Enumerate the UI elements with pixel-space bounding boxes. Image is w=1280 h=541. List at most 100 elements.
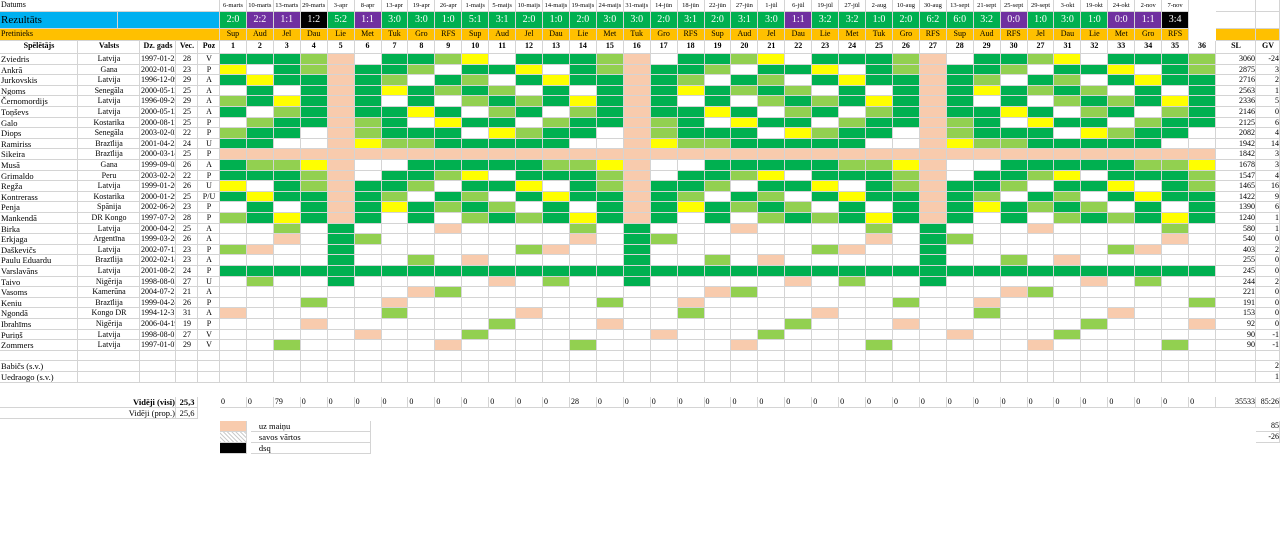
match-date[interactable]: 10-marts	[246, 0, 274, 12]
match-cell[interactable]	[1081, 361, 1109, 372]
match-opponent[interactable]: Sup	[220, 29, 247, 41]
match-cell[interactable]	[1054, 107, 1082, 118]
match-cell[interactable]	[866, 107, 893, 118]
player-born[interactable]: 1994-12-31	[140, 308, 176, 319]
match-cell[interactable]	[704, 96, 732, 107]
match-cell[interactable]	[731, 64, 759, 76]
match-cell[interactable]	[327, 234, 355, 245]
match-opponent[interactable]: Aud	[246, 29, 274, 41]
match-cell[interactable]	[758, 138, 786, 150]
match-cell[interactable]	[758, 64, 786, 76]
player-gv[interactable]: 0	[1256, 319, 1280, 330]
player-gv[interactable]: 2	[1256, 75, 1280, 86]
match-cell[interactable]	[381, 160, 409, 171]
match-cell[interactable]	[300, 85, 328, 97]
player-pos[interactable]: P	[198, 297, 220, 309]
match-cell[interactable]	[543, 308, 570, 319]
match-cell[interactable]	[704, 287, 732, 298]
match-cell[interactable]	[1189, 85, 1216, 97]
match-cell[interactable]	[273, 181, 301, 192]
match-cell[interactable]	[785, 287, 813, 298]
match-date[interactable]: 22-jūn	[704, 0, 732, 12]
match-cell[interactable]	[1162, 96, 1190, 107]
match-cell[interactable]	[462, 117, 490, 129]
match-cell[interactable]	[220, 138, 247, 150]
match-cell[interactable]	[677, 64, 705, 76]
match-cell[interactable]	[381, 138, 409, 150]
match-score[interactable]: 2:2	[246, 12, 274, 29]
match-cell[interactable]	[973, 244, 1001, 256]
match-cell[interactable]	[1108, 75, 1136, 86]
match-cell[interactable]	[435, 117, 463, 129]
match-cell[interactable]	[892, 85, 920, 97]
match-cell[interactable]	[839, 350, 867, 362]
match-cell[interactable]	[866, 191, 893, 203]
match-cell[interactable]	[973, 191, 1001, 203]
match-score[interactable]: 2:0	[650, 12, 678, 29]
match-cell[interactable]	[246, 308, 274, 319]
match-cell[interactable]	[677, 202, 705, 213]
match-cell[interactable]	[1189, 138, 1216, 150]
match-cell[interactable]	[1189, 149, 1216, 160]
match-cell[interactable]	[812, 297, 840, 309]
match-cell[interactable]	[516, 319, 543, 330]
match-cell[interactable]	[650, 117, 678, 129]
match-cell[interactable]	[516, 54, 543, 65]
match-cell[interactable]	[677, 213, 705, 224]
player-pos[interactable]: V	[198, 329, 220, 341]
match-cell[interactable]	[973, 128, 1001, 139]
match-cell[interactable]	[650, 170, 678, 182]
match-cell[interactable]	[812, 287, 840, 298]
match-cell[interactable]	[354, 85, 382, 97]
match-cell[interactable]	[489, 372, 517, 383]
match-cell[interactable]	[1000, 202, 1028, 213]
match-cell[interactable]	[1162, 160, 1190, 171]
player-sl[interactable]	[1216, 361, 1256, 372]
match-cell[interactable]	[516, 287, 543, 298]
match-cell[interactable]	[731, 213, 759, 224]
match-cell[interactable]	[1162, 223, 1190, 235]
match-cell[interactable]	[1162, 266, 1190, 277]
match-cell[interactable]	[273, 191, 301, 203]
match-cell[interactable]	[246, 138, 274, 150]
match-cell[interactable]	[839, 340, 867, 351]
avg-cell[interactable]: 28	[569, 396, 597, 408]
match-cell[interactable]	[892, 361, 920, 372]
match-cell[interactable]	[839, 160, 867, 171]
match-cell[interactable]	[919, 181, 947, 192]
match-cell[interactable]	[327, 181, 355, 192]
player-country[interactable]: Brazīlija	[78, 255, 140, 266]
match-cell[interactable]	[435, 350, 463, 362]
match-cell[interactable]	[677, 85, 705, 97]
match-cell[interactable]	[1135, 213, 1163, 224]
match-score[interactable]: 5:2	[327, 12, 355, 29]
player-age[interactable]: 29	[176, 75, 198, 86]
match-cell[interactable]	[381, 181, 409, 192]
match-cell[interactable]	[1135, 85, 1163, 97]
match-cell[interactable]	[1108, 170, 1136, 182]
match-cell[interactable]	[1162, 170, 1190, 182]
match-cell[interactable]	[220, 85, 247, 97]
match-cell[interactable]	[489, 117, 517, 129]
match-cell[interactable]	[919, 297, 947, 309]
match-cell[interactable]	[812, 128, 840, 139]
player-country[interactable]: Kamerūna	[78, 287, 140, 298]
avg-cell[interactable]: 0	[435, 396, 463, 408]
match-cell[interactable]	[839, 266, 867, 277]
player-country[interactable]: Latvija	[78, 223, 140, 235]
match-date[interactable]: 19-maijs	[569, 0, 597, 12]
player-pos[interactable]: P	[198, 213, 220, 224]
match-cell[interactable]	[1081, 85, 1109, 97]
player-sl[interactable]: 1678	[1216, 160, 1256, 171]
player-age[interactable]: 23	[176, 244, 198, 256]
match-cell[interactable]	[704, 64, 732, 76]
match-cell[interactable]	[273, 138, 301, 150]
match-cell[interactable]	[1162, 287, 1190, 298]
match-cell[interactable]	[839, 213, 867, 224]
player-age[interactable]: 29	[176, 96, 198, 107]
player-age[interactable]	[176, 372, 198, 383]
player-gv[interactable]: 4	[1256, 128, 1280, 139]
match-cell[interactable]	[569, 149, 597, 160]
match-cell[interactable]	[839, 54, 867, 65]
match-cell[interactable]	[1189, 319, 1216, 330]
